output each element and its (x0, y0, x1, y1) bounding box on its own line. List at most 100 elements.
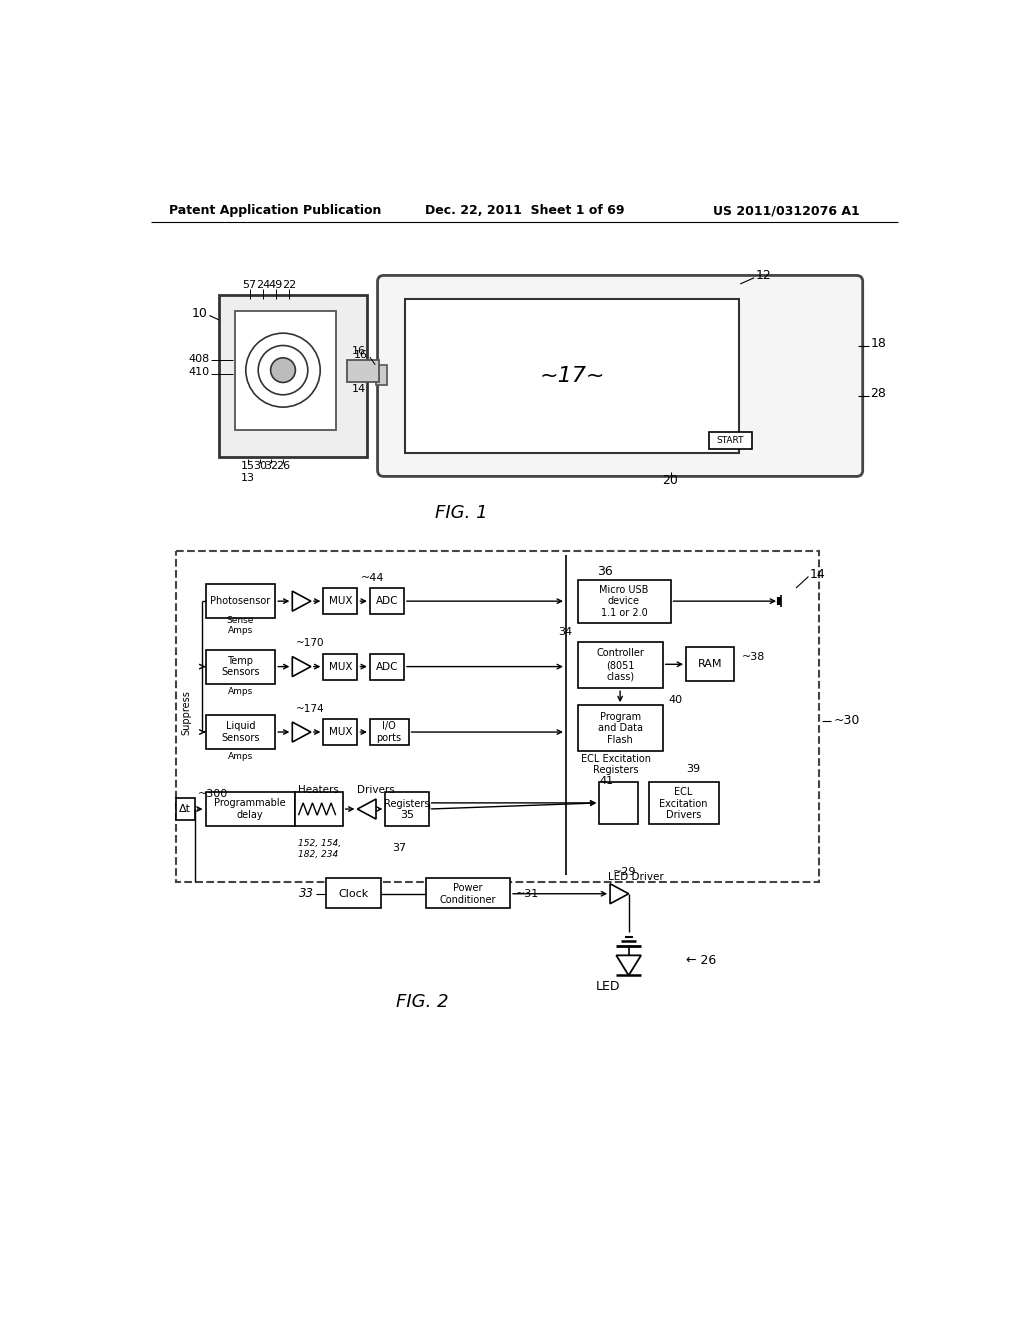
Bar (206, 649, 275, 684)
Text: ECL
Excitation
Drivers: ECL Excitation Drivers (659, 787, 708, 820)
Bar (219, 296, 367, 457)
Text: Dec. 22, 2011  Sheet 1 of 69: Dec. 22, 2011 Sheet 1 of 69 (425, 205, 625, 218)
Text: Micro USB
device
1.1 or 2.0: Micro USB device 1.1 or 2.0 (599, 585, 648, 618)
Text: 152, 154,
182, 234: 152, 154, 182, 234 (299, 840, 342, 859)
Text: 16: 16 (354, 350, 369, 360)
Text: MUX: MUX (329, 727, 352, 737)
Bar (370, 719, 409, 744)
Text: 410: 410 (188, 367, 209, 378)
Text: 35: 35 (400, 810, 414, 820)
Text: RAM: RAM (697, 659, 722, 669)
Text: 41: 41 (599, 776, 613, 785)
Polygon shape (610, 884, 629, 904)
Text: 26: 26 (275, 462, 290, 471)
FancyBboxPatch shape (378, 276, 862, 477)
Bar (326, 878, 381, 908)
Bar (649, 781, 719, 825)
Bar (370, 653, 403, 680)
Text: ← 26: ← 26 (686, 954, 716, 968)
Bar (686, 647, 734, 681)
Text: Clock: Clock (338, 888, 369, 899)
Text: I/O
ports: I/O ports (377, 721, 401, 743)
Text: ~30: ~30 (834, 714, 859, 727)
Text: 14: 14 (810, 568, 825, 581)
Text: LED Driver: LED Driver (608, 871, 664, 882)
Text: 33: 33 (299, 887, 314, 900)
Text: Δt: Δt (179, 804, 191, 814)
Text: ECL Excitation
Registers: ECL Excitation Registers (582, 754, 651, 775)
Text: ~174: ~174 (296, 704, 325, 714)
Text: ~31: ~31 (515, 888, 539, 899)
Text: 37: 37 (392, 843, 407, 853)
Text: ~170: ~170 (296, 639, 325, 648)
Text: 14: 14 (352, 384, 366, 395)
Text: ~17~: ~17~ (540, 367, 605, 387)
Text: 20: 20 (663, 474, 679, 487)
Bar (324, 589, 357, 614)
Text: Controller
(8051
class): Controller (8051 class) (596, 648, 644, 681)
Bar (324, 719, 357, 744)
Text: 30: 30 (253, 462, 266, 471)
Text: MUX: MUX (329, 661, 352, 672)
Text: LED: LED (596, 979, 621, 993)
Text: Temp
Sensors: Temp Sensors (221, 656, 260, 677)
Text: Amps: Amps (227, 752, 253, 762)
Circle shape (246, 333, 321, 407)
Bar (206, 585, 275, 618)
Bar (426, 878, 510, 908)
Text: 40: 40 (669, 694, 682, 705)
Bar (370, 589, 403, 614)
Text: 24: 24 (256, 280, 270, 290)
Text: Program
and Data
Flash: Program and Data Flash (598, 711, 643, 744)
Polygon shape (292, 722, 311, 742)
Bar (206, 792, 295, 826)
Text: ~38: ~38 (741, 652, 765, 663)
Text: Power
Conditioner: Power Conditioner (440, 883, 497, 904)
Bar (176, 552, 819, 882)
Text: 28: 28 (870, 387, 887, 400)
Text: 18: 18 (870, 337, 887, 350)
Bar (324, 653, 357, 680)
Bar (578, 581, 671, 623)
Text: Patent Application Publication: Patent Application Publication (169, 205, 381, 218)
Polygon shape (292, 591, 311, 611)
Text: 13: 13 (241, 473, 255, 483)
Text: Amps: Amps (227, 686, 253, 696)
Text: Sense
Amps: Sense Amps (226, 616, 254, 635)
Bar (385, 792, 429, 826)
Text: 49: 49 (269, 280, 284, 290)
Bar (376, 364, 387, 385)
Bar (176, 799, 195, 820)
Circle shape (258, 346, 308, 395)
Text: Photosensor: Photosensor (210, 597, 270, 606)
Text: ADC: ADC (376, 597, 398, 606)
Text: 408: 408 (188, 354, 209, 363)
Text: ~29: ~29 (612, 867, 636, 878)
Text: Heaters: Heaters (298, 785, 339, 795)
Text: Programmable
delay: Programmable delay (214, 799, 286, 820)
Text: Drivers: Drivers (357, 785, 395, 795)
Text: 16: 16 (352, 346, 366, 356)
Text: FIG. 1: FIG. 1 (435, 504, 487, 521)
Text: 39: 39 (686, 764, 700, 774)
Text: 32: 32 (264, 462, 279, 471)
Bar (406, 300, 738, 453)
Text: 57: 57 (243, 280, 257, 290)
Bar (710, 432, 752, 449)
Polygon shape (292, 656, 311, 677)
Bar (234, 312, 336, 430)
Bar (599, 781, 638, 825)
Text: 10: 10 (191, 308, 208, 321)
Text: Registers: Registers (384, 800, 430, 809)
Bar (346, 360, 379, 381)
Bar (578, 642, 663, 688)
Text: START: START (717, 436, 743, 445)
Text: FIG. 2: FIG. 2 (396, 993, 449, 1011)
Text: ADC: ADC (376, 661, 398, 672)
Text: 34: 34 (558, 627, 572, 638)
Bar (206, 715, 275, 748)
Text: Liquid
Sensors: Liquid Sensors (221, 721, 260, 743)
Polygon shape (616, 956, 641, 975)
Circle shape (270, 358, 295, 383)
Text: Suppress: Suppress (181, 690, 191, 735)
